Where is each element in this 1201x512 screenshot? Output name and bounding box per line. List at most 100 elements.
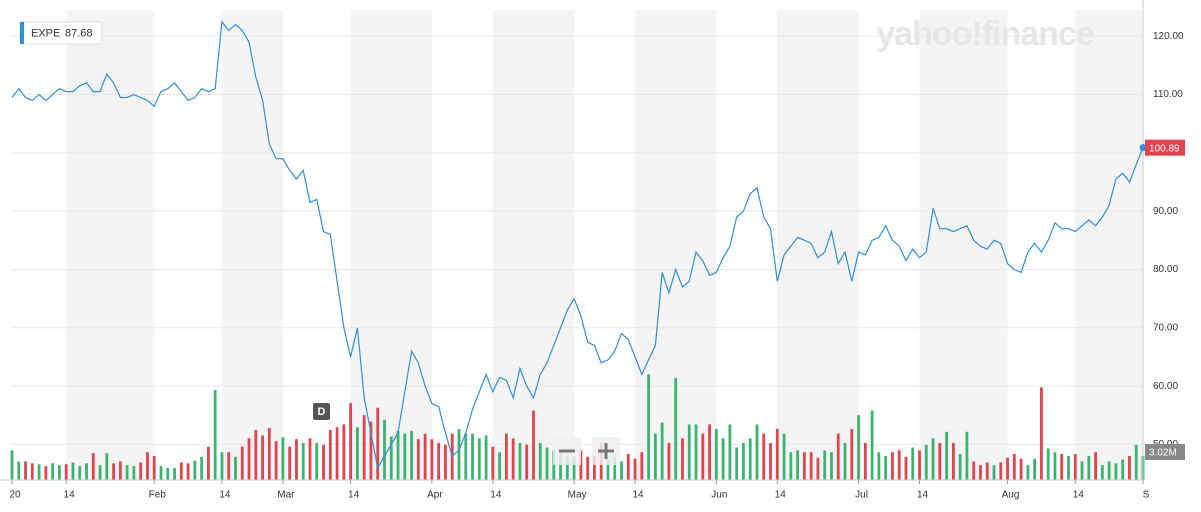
volume-bar [647,374,651,480]
volume-bar [125,465,129,480]
volume-bar [1026,465,1030,480]
volume-bar [620,461,623,480]
volume-bar [457,429,461,480]
x-tick-label: 14 [633,490,645,501]
volume-bar [484,435,488,480]
volume-bar [877,452,881,480]
last-price-label: 100.89 [1149,143,1180,154]
x-tick-label: 14 [64,490,76,501]
volume-bar [816,457,820,480]
volume-bar [972,461,976,480]
volume-bar [1073,454,1077,480]
legend-price: 87.68 [65,27,93,39]
volume-bar [1060,454,1064,480]
volume-bar [193,460,197,480]
volume-bar [572,456,576,480]
volume-bar [870,410,874,480]
volume-bar [91,453,95,480]
volume-bar [274,441,278,480]
volume-bar [782,433,786,480]
volume-bar [728,424,732,480]
x-tick-label: Mar [277,490,295,501]
volume-bar [288,446,292,480]
volume-bar [152,455,156,480]
volume-bar [1087,455,1091,480]
volume-bar [179,462,183,480]
zoom-in-icon [598,443,614,459]
volume-bar [51,463,55,480]
volume-bar [999,462,1003,480]
month-band [919,10,1008,480]
legend-symbol: EXPE [31,27,60,39]
volume-bar [748,438,752,480]
legend-swatch [20,22,24,44]
x-tick-label: S [1143,490,1150,501]
volume-bar [660,422,664,480]
volume-bar [674,378,678,480]
volume-bar [850,429,854,480]
volume-tag [1145,444,1185,461]
volume-bar [951,442,955,480]
volume-bar [687,424,691,480]
volume-bar [301,442,305,480]
volume-bar [1053,452,1057,480]
volume-bar [389,436,393,480]
volume-bar [166,467,170,480]
volume-bar [1067,455,1070,480]
volume-bar [423,433,427,480]
volume-bar [565,456,569,480]
volume-bar [559,452,562,480]
volume-bar [538,442,542,480]
x-tick-label: 14 [917,490,929,501]
volume-bar [606,459,610,480]
volume-bar [857,415,860,480]
y-tick-label: 60.00 [1153,381,1178,392]
volume-bar [1128,455,1131,480]
volume-bar [44,466,48,480]
volume-bar [105,453,109,480]
volume-bar [139,462,143,480]
volume-bar [383,419,386,480]
y-tick-label: 90.00 [1153,206,1178,217]
volume-bar [1012,454,1016,480]
volume-bar [613,456,617,480]
y-tick-label: 80.00 [1153,264,1178,275]
x-tick-label: Apr [427,490,443,501]
volume-bar [308,438,312,480]
y-tick-label: 120.00 [1153,31,1184,42]
volume-bar [1094,452,1097,480]
volume-bar [918,450,921,480]
month-band [1075,10,1143,480]
volume-bar [884,455,888,480]
volume-bar [186,463,190,480]
x-tick-label: 20 [9,490,21,501]
volume-bar [132,466,136,480]
volume-bar [681,438,684,480]
month-band [777,10,859,480]
volume-bar [37,464,41,480]
volume-bar [863,442,867,480]
month-band [66,10,155,480]
volume-bar [897,450,901,480]
price-line [11,20,1144,470]
x-tick-label: May [568,490,587,501]
event-marker [313,403,330,420]
volume-bar [1006,457,1009,480]
volume-bar [809,452,813,480]
volume-bar [992,465,996,480]
volume-bar [477,438,481,480]
volume-bar [985,462,989,480]
volume-bar [267,428,271,480]
volume-bar [335,427,339,480]
volume-bar [552,450,556,480]
volume-bar [938,442,942,480]
volume-bar [518,442,522,480]
volume-bar [511,438,515,480]
volume-bar [504,433,508,480]
volume-bar [85,463,88,480]
volume-bar [721,438,725,480]
volume-bar [247,438,251,480]
volume-bar [58,465,61,480]
volume-bar [430,439,434,480]
volume-bar [640,452,644,480]
